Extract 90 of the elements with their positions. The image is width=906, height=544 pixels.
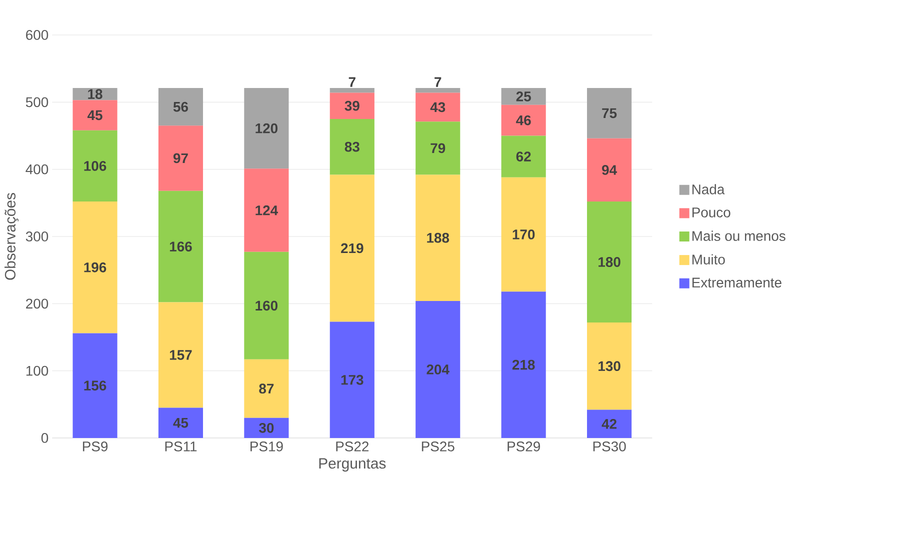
bar (72, 202, 118, 334)
bar (158, 88, 204, 126)
data-label: 87 (259, 384, 274, 394)
bar (244, 252, 289, 360)
data-label: 18 (88, 89, 102, 100)
bar (587, 202, 632, 322)
bar (244, 418, 289, 438)
bar (330, 118, 374, 175)
bar (416, 174, 460, 301)
bar (587, 138, 632, 202)
bar (330, 174, 374, 322)
y-tick-label: 100 (26, 366, 48, 376)
data-label: 130 (598, 361, 620, 372)
data-label: 170 (512, 230, 535, 240)
data-label: 160 (256, 300, 278, 311)
data-label: 30 (258, 422, 274, 433)
bar (72, 100, 118, 130)
bar (72, 333, 118, 438)
bar (501, 136, 546, 178)
data-label: 97 (173, 153, 188, 164)
data-label: 46 (516, 115, 531, 126)
data-label: 94 (602, 165, 617, 175)
bar (158, 302, 204, 408)
y-tick-label: 500 (26, 97, 48, 108)
x-tick-label: PS11 (165, 441, 197, 452)
data-label: 204 (426, 364, 450, 374)
x-tick-label: PS29 (508, 441, 540, 452)
x-tick-label: PS19 (250, 441, 283, 452)
data-label: 7 (348, 77, 356, 87)
data-label: 25 (516, 91, 531, 102)
data-label: 218 (512, 360, 535, 370)
bar (244, 88, 289, 169)
legend-label: Mais ou menos (692, 230, 786, 241)
x-tick-label: PS9 (82, 441, 108, 452)
data-label: 166 (170, 242, 192, 252)
bar (587, 88, 632, 138)
data-label: 180 (598, 257, 620, 267)
bar (158, 126, 204, 191)
data-label: 196 (84, 262, 106, 272)
bar (158, 408, 204, 438)
x-tick-label: PS25 (422, 441, 454, 452)
bar (330, 92, 374, 119)
bar (158, 190, 204, 302)
bar (416, 122, 460, 175)
bar (244, 168, 289, 252)
bar (501, 177, 546, 292)
x-tick-label: PS22 (336, 441, 369, 452)
bar (501, 88, 546, 105)
bar (587, 410, 632, 438)
data-label: 45 (173, 418, 188, 428)
x-tick-label: PS30 (593, 441, 626, 452)
y-tick-label: 0 (41, 433, 48, 443)
data-label: 124 (256, 205, 278, 216)
bar (416, 92, 460, 122)
bar (330, 322, 374, 438)
x-axis-title: Perguntas (319, 458, 386, 472)
data-label: 188 (427, 232, 450, 243)
legend-label: Pouco (692, 208, 730, 218)
data-label: 7 (434, 77, 442, 87)
data-label: 39 (344, 100, 360, 111)
data-label: 157 (170, 350, 192, 360)
data-label: 156 (84, 380, 106, 391)
bar (501, 104, 546, 136)
legend-label: Extremamente (692, 278, 782, 288)
y-tick-label: 300 (26, 232, 48, 242)
bar (501, 292, 546, 438)
y-tick-label: 400 (26, 164, 48, 174)
data-label: 219 (341, 243, 364, 254)
bar (416, 88, 460, 93)
legend-label: Muito (692, 254, 725, 264)
data-label: 106 (84, 161, 106, 171)
data-label: 45 (87, 110, 102, 120)
data-label: 56 (173, 102, 188, 112)
data-label: 83 (344, 142, 360, 152)
data-label: 42 (602, 419, 616, 429)
legend-label: Nada (692, 184, 725, 194)
bar (330, 88, 374, 93)
bar (416, 300, 460, 438)
data-label: 120 (256, 123, 278, 134)
y-axis-title: Observações (4, 193, 19, 280)
bar (72, 130, 118, 202)
y-tick-label: 200 (26, 298, 48, 309)
y-tick-label: 600 (26, 30, 48, 40)
data-label: 173 (341, 374, 364, 385)
data-label: 79 (430, 143, 446, 154)
data-label: 62 (516, 152, 531, 162)
data-label: 43 (430, 102, 446, 112)
bar (244, 359, 289, 418)
data-label: 75 (602, 108, 617, 118)
bar (587, 322, 632, 410)
